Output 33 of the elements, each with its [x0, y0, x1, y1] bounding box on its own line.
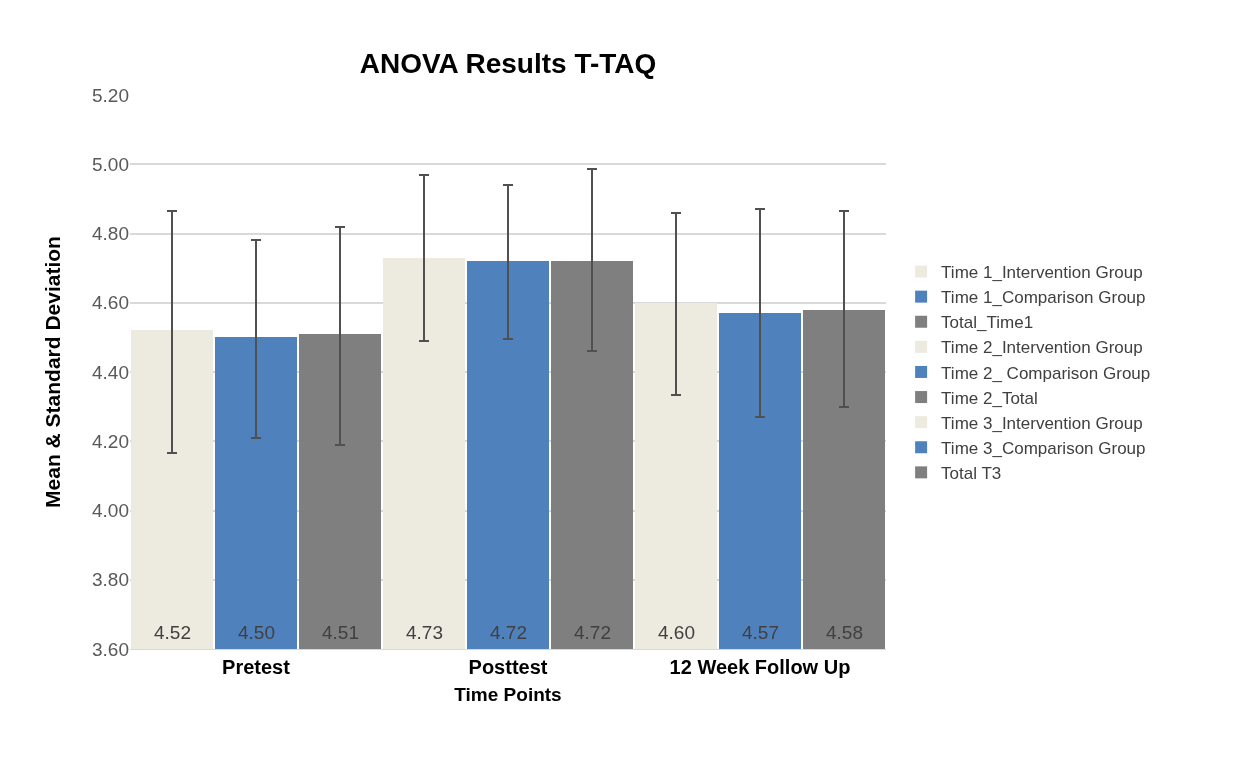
y-tick-label: 3.60 — [92, 638, 129, 660]
y-tick-label: 4.60 — [92, 292, 129, 314]
chart-title: ANOVA Results T-TAQ — [359, 47, 657, 79]
y-tick-label: 3.80 — [92, 569, 129, 591]
legend-label: Time 2_Total — [941, 388, 1038, 408]
data-label: 4.73 — [406, 622, 443, 643]
x-axis-title: Time Points — [454, 683, 562, 705]
y-tick-label: 4.80 — [92, 223, 129, 245]
legend-label: Time 3_Comparison Group — [941, 438, 1146, 458]
legend-label: Total T3 — [941, 463, 1002, 483]
x-tick-label: Posttest — [468, 656, 548, 678]
data-label: 4.52 — [154, 622, 191, 643]
legend-label: Time 1_Intervention Group — [941, 263, 1143, 283]
legend-label: Time 3_Intervention Group — [941, 413, 1143, 433]
data-label: 4.51 — [322, 622, 359, 643]
data-label: 4.72 — [574, 622, 611, 643]
data-label: 4.57 — [742, 622, 779, 643]
legend-label: Total_Time1 — [941, 313, 1034, 333]
y-tick-label: 5.00 — [92, 153, 129, 175]
y-tick-label: 4.40 — [92, 361, 129, 383]
y-tick-label: 5.20 — [92, 84, 129, 106]
y-axis-title: Mean & Standard Deviation — [41, 236, 65, 508]
data-label: 4.60 — [658, 622, 695, 643]
y-tick-label: 4.00 — [92, 500, 129, 522]
legend-label: Time 1_Comparison Group — [941, 288, 1146, 308]
x-tick-label: 12 Week Follow Up — [669, 656, 851, 678]
x-tick-label: Pretest — [222, 656, 291, 678]
data-label: 4.58 — [826, 622, 863, 643]
legend-label: Time 2_Intervention Group — [941, 338, 1143, 358]
y-tick-label: 4.20 — [92, 430, 129, 452]
data-label: 4.72 — [490, 622, 527, 643]
data-label: 4.50 — [238, 622, 275, 643]
legend-label: Time 2_ Comparison Group — [941, 363, 1151, 383]
